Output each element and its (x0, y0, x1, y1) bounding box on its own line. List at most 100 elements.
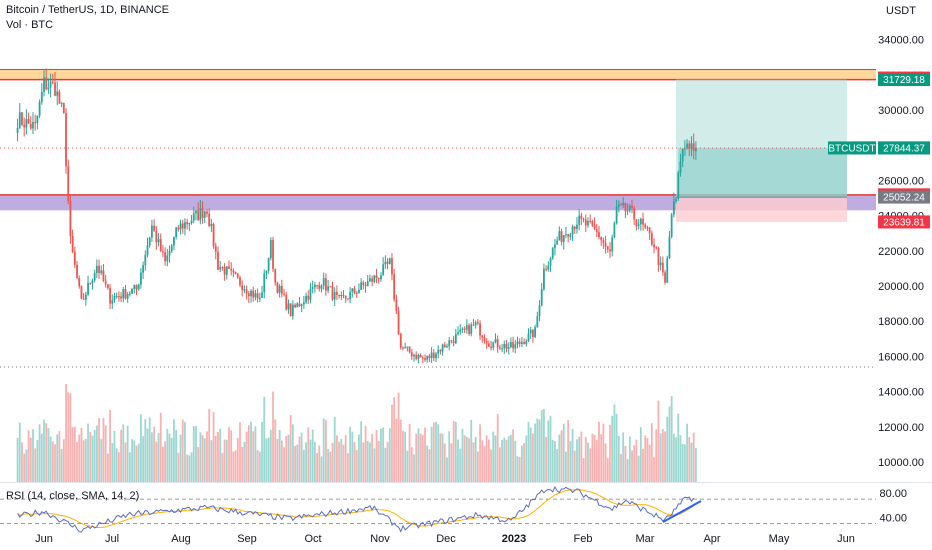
volume-bar (408, 423, 411, 482)
price-tag-value: 31729.18 (883, 75, 925, 86)
candle-body (159, 239, 162, 252)
candle-body (287, 303, 290, 310)
candle-body (639, 218, 642, 225)
volume-bar (457, 439, 459, 482)
volume-bar (670, 396, 673, 482)
candle-body (60, 103, 63, 105)
candle-body (344, 295, 347, 299)
rsi-label: RSI (14, close, SMA, 14, 2) (6, 490, 140, 502)
candle-body (424, 358, 426, 360)
volume-bar (540, 410, 543, 482)
candle-body (551, 248, 554, 259)
candle-body (91, 280, 94, 284)
volume-bar (298, 436, 301, 482)
price-tag: 23639.81 (878, 215, 930, 229)
candle-body (65, 113, 67, 167)
candle-body (417, 354, 420, 359)
candle-body (622, 203, 625, 206)
candle-body (338, 294, 341, 297)
volume-bar (212, 411, 215, 482)
volume-bar (360, 421, 363, 482)
volume-bar (485, 435, 488, 482)
candle-body (230, 268, 233, 271)
volume-bar (258, 451, 261, 482)
volume-bar (653, 457, 655, 482)
candle-body (263, 273, 266, 293)
candle-body (177, 227, 180, 230)
candle-body (243, 289, 246, 291)
volume-bar (311, 429, 314, 482)
volume-bar (140, 414, 142, 482)
volume-bar (219, 428, 222, 482)
volume-bar (234, 450, 237, 482)
volume-bar (443, 443, 446, 482)
volume-bar (364, 425, 367, 482)
volume-bar (131, 439, 133, 482)
volume-bar (613, 404, 616, 482)
volume-bar (336, 435, 338, 482)
candle-body (272, 240, 274, 269)
volume-bar (672, 433, 675, 482)
candle-body (78, 277, 81, 287)
candle-body (276, 282, 279, 293)
volume-bar (430, 426, 433, 482)
volume-bar (58, 431, 61, 482)
candle-body (278, 286, 281, 293)
candle-body (87, 282, 89, 295)
candle-body (666, 257, 669, 283)
time-tick-label: Feb (574, 533, 593, 545)
price-tag-value: 25052.24 (883, 193, 925, 204)
candle-body (333, 291, 336, 300)
volume-bar (300, 432, 303, 482)
candle-body (236, 273, 239, 278)
volume-bar (353, 442, 356, 482)
candle-body (395, 299, 398, 311)
candle-body (653, 244, 655, 248)
candle-body (474, 322, 477, 325)
volume-bar (43, 419, 45, 482)
volume-bar (358, 434, 360, 482)
candle-body (58, 91, 61, 104)
support-zone (0, 194, 876, 211)
candle-body (261, 292, 263, 298)
volume-bar (181, 419, 184, 482)
time-tick-label: Jun (837, 533, 855, 545)
volume-bar (320, 456, 323, 482)
candle-body (148, 237, 151, 246)
volume-bar (362, 442, 365, 482)
candle-body (76, 264, 78, 278)
volume-bar (677, 413, 680, 482)
candle-body (80, 286, 83, 299)
volume-bar (397, 392, 400, 482)
candle-body (454, 334, 457, 344)
candle-body (168, 251, 171, 256)
candle-body (481, 335, 484, 338)
volume-bar (214, 435, 217, 482)
candle-body (681, 149, 684, 162)
volume-bar (604, 443, 607, 482)
time-axis[interactable]: Jun Jul Aug Sep Oct Nov Dec 2023 Feb Mar Apr May Jun (35, 533, 855, 545)
volume-bar (406, 450, 409, 482)
volume-bar (252, 431, 255, 482)
volume-bar (80, 427, 83, 482)
candle-body (137, 284, 140, 290)
position-stop-zone[interactable] (676, 197, 847, 222)
candle-body (470, 324, 473, 334)
volume-bar (236, 437, 239, 482)
candle-body (391, 258, 393, 275)
candle-body (683, 148, 686, 150)
candle-body (184, 222, 186, 229)
candle-body (327, 286, 329, 291)
volume-bar (146, 428, 149, 482)
candle-body (217, 251, 219, 270)
volume-bar (532, 433, 534, 482)
volume-bar (690, 442, 693, 482)
candle-body (252, 290, 255, 298)
candle-body (228, 266, 230, 269)
volume-bar (287, 434, 290, 482)
candle-body (450, 340, 453, 342)
candle-body (84, 294, 87, 300)
candle-body (111, 300, 114, 304)
candle-body (162, 251, 164, 253)
